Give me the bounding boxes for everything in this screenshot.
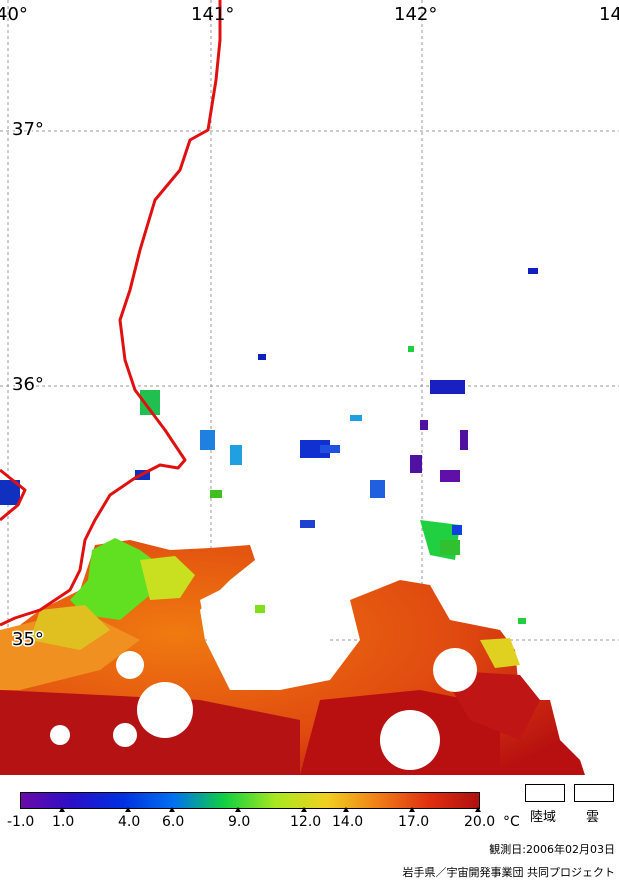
longitude-labels: 40° 141° 142° 14 [0, 4, 619, 25]
sst-cold-patches [0, 268, 538, 624]
land-legend-swatch [525, 784, 565, 802]
credit-line: 岩手県／宇宙開発事業団 共同プロジェクト [402, 866, 616, 879]
longitude-label-142: 142° [394, 4, 437, 25]
longitude-label-140: 40° [0, 4, 28, 25]
temperature-unit: °C [503, 814, 520, 830]
observation-date: 観測日:2006年02月03日 [489, 843, 615, 856]
longitude-label-141: 141° [191, 4, 234, 25]
temperature-color-scale [20, 792, 480, 809]
cloud-legend-label: 雲 [586, 810, 600, 825]
cloud-legend-swatch [574, 784, 614, 802]
sea-surface-temperature-map: 40° 141° 142° 14 37° 36° 35° [0, 0, 619, 775]
cloud-gaps [50, 560, 477, 770]
latitude-label-37: 37° [12, 119, 44, 140]
land-legend-label: 陸域 [530, 810, 557, 825]
longitude-label-143: 14 [599, 4, 619, 25]
sst-mid-area [30, 520, 520, 668]
coastline [0, 0, 222, 627]
latitude-labels: 37° 36° 35° [11, 118, 46, 652]
latitude-label-36: 36° [12, 374, 44, 395]
latitude-label-35: 35° [12, 629, 44, 650]
scale-ticks: -1.0 1.0 4.0 6.0 9.0 12.0 14.0 17.0 20.0 [0, 807, 619, 838]
